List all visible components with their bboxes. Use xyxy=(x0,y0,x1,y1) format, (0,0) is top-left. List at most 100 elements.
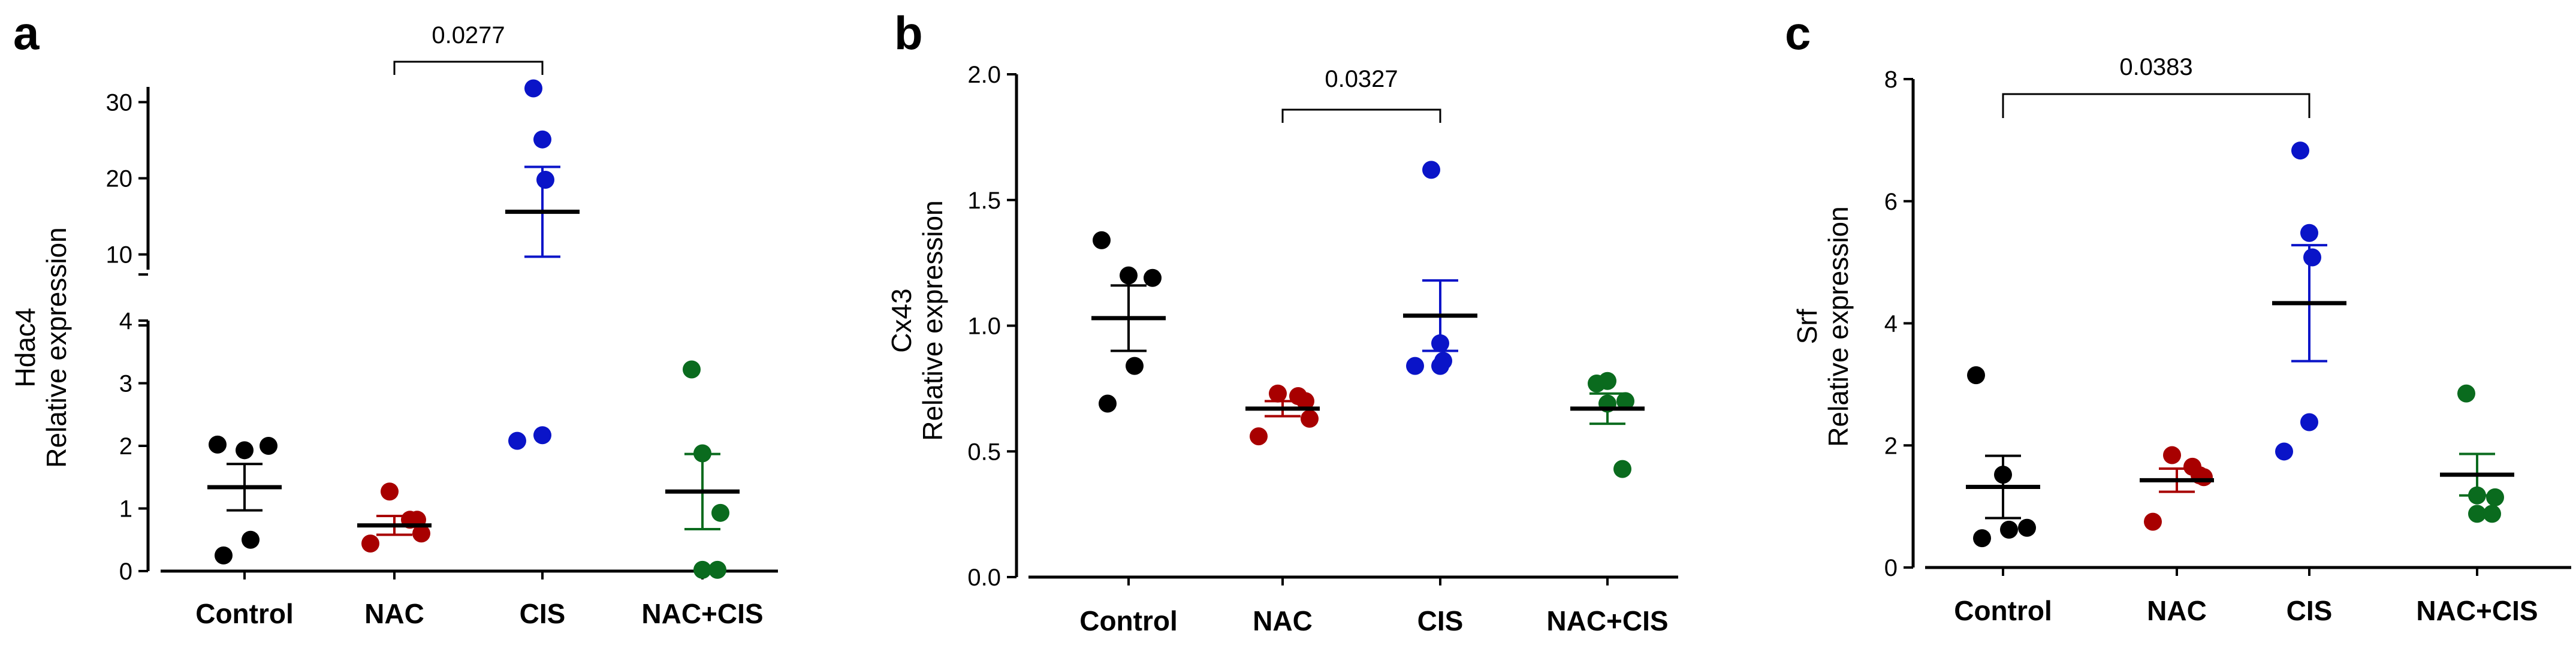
data-point xyxy=(2291,141,2309,160)
y-tick-label: 4 xyxy=(119,308,132,334)
significance-bracket xyxy=(2002,93,2310,118)
y-axis-title: Relative expression xyxy=(917,200,948,440)
data-point xyxy=(1269,384,1287,403)
category-label: CIS xyxy=(2287,595,2333,626)
y-tick-label: 2 xyxy=(1884,433,1898,459)
data-point xyxy=(1422,161,1440,179)
category-label: NAC+CIS xyxy=(1546,605,1668,636)
data-point xyxy=(209,435,227,454)
y-axis-gene: Srf xyxy=(1791,309,1823,344)
data-point xyxy=(2468,486,2486,505)
data-point xyxy=(1613,460,1631,478)
data-point xyxy=(536,171,554,189)
data-point xyxy=(1616,392,1634,410)
data-point xyxy=(1598,372,1616,390)
y-tick-label: 2.0 xyxy=(967,62,1001,88)
category-label: NAC xyxy=(2147,595,2207,626)
y-tick-label: 6 xyxy=(1884,189,1898,215)
p-value-label: 0.0383 xyxy=(2119,54,2192,80)
data-point xyxy=(2195,468,2213,487)
y-axis-title: Relative expression xyxy=(41,227,72,467)
data-point xyxy=(533,426,551,445)
y-tick-label: 20 xyxy=(106,166,133,192)
panel-letter: b xyxy=(894,7,923,59)
p-value-label: 0.0327 xyxy=(1325,66,1398,92)
data-point xyxy=(708,560,726,579)
category-label: Control xyxy=(1079,605,1178,636)
data-point xyxy=(2144,512,2162,531)
y-tick-label: 1 xyxy=(119,496,132,523)
data-point xyxy=(2018,518,2036,537)
category-label: NAC+CIS xyxy=(2416,595,2538,626)
data-point xyxy=(1120,266,1138,285)
y-tick-label: 4 xyxy=(1884,311,1898,337)
data-point xyxy=(1126,357,1144,375)
y-tick-label: 3 xyxy=(119,371,132,397)
data-point xyxy=(1099,394,1117,413)
y-tick-label: 10 xyxy=(106,242,133,268)
data-point xyxy=(683,360,701,379)
p-value-label: 0.0277 xyxy=(432,22,505,49)
category-label: CIS xyxy=(1417,605,1464,636)
data-point xyxy=(2457,384,2475,403)
data-point xyxy=(2303,248,2321,267)
data-point xyxy=(508,431,526,450)
data-point xyxy=(1250,427,1268,446)
y-axis-gene: Hdac4 xyxy=(10,308,41,388)
data-point xyxy=(2300,413,2318,431)
data-point xyxy=(236,441,254,460)
data-point xyxy=(2486,488,2504,506)
y-tick-label: 0.5 xyxy=(967,439,1001,465)
data-point xyxy=(2163,446,2181,464)
data-point xyxy=(533,130,551,149)
data-point xyxy=(1093,231,1111,249)
data-point xyxy=(215,546,233,565)
data-point xyxy=(1296,392,1314,410)
data-point xyxy=(361,535,379,553)
category-label: NAC xyxy=(364,598,424,629)
data-point xyxy=(1431,334,1449,352)
panel-letter: a xyxy=(13,7,40,59)
data-point xyxy=(2275,442,2293,461)
data-point xyxy=(1431,357,1449,375)
data-point xyxy=(2483,505,2501,523)
y-tick-label: 1.5 xyxy=(967,188,1001,214)
significance-bracket xyxy=(393,61,544,75)
panel-a-hdac4: a Hdac4 Relative expression 01234102030 … xyxy=(10,7,778,629)
y-tick-label: 0.0 xyxy=(967,565,1001,591)
data-point xyxy=(1967,366,1985,385)
y-axis-title: Relative expression xyxy=(1823,206,1854,446)
data-point xyxy=(1301,409,1319,428)
data-point xyxy=(2000,520,2018,539)
data-point xyxy=(381,482,399,501)
data-point xyxy=(1973,529,1991,548)
category-label: NAC+CIS xyxy=(641,598,763,629)
data-point xyxy=(524,79,542,98)
data-point xyxy=(693,444,711,463)
category-label: NAC xyxy=(1253,605,1313,636)
category-label: CIS xyxy=(520,598,566,629)
panel-b-cx43: b Cx43 Relative expression 0.0 0.5 1.0 1.5 2… xyxy=(886,7,1678,636)
data-point xyxy=(1994,466,2012,484)
panel-letter: c xyxy=(1785,7,1811,59)
category-label: Control xyxy=(1954,595,2052,626)
significance-bracket xyxy=(1281,108,1441,123)
data-point xyxy=(2468,505,2486,523)
y-tick-label: 30 xyxy=(106,89,133,116)
y-tick-label: 8 xyxy=(1884,67,1898,93)
data-point xyxy=(1406,357,1424,375)
data-point xyxy=(693,560,711,579)
data-point xyxy=(412,524,430,543)
data-point xyxy=(242,530,260,549)
category-label: Control xyxy=(195,598,294,629)
y-tick-label: 0 xyxy=(119,559,132,585)
panel-c-srf: c Srf Relative expression 0 2 4 6 8 Control N… xyxy=(1785,7,2571,626)
data-point xyxy=(2300,224,2318,242)
y-tick-label: 0 xyxy=(1884,555,1898,581)
y-axis-gene: Cx43 xyxy=(886,288,917,352)
data-point xyxy=(711,503,729,522)
data-point xyxy=(260,437,277,455)
y-tick-label: 1.0 xyxy=(967,313,1001,340)
y-tick-label: 2 xyxy=(119,433,132,460)
